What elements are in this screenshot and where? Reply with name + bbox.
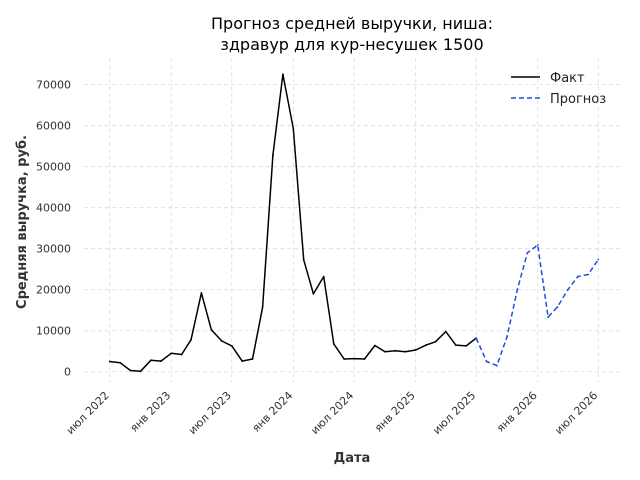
data-point-forecast [516,288,519,291]
data-point-fact [332,342,335,345]
data-point-fact [261,306,264,309]
legend-label-forecast: Прогноз [550,92,606,107]
data-point-fact [129,369,132,372]
data-point-forecast [485,360,488,363]
data-point-fact [149,359,152,362]
data-point-fact [394,349,397,352]
data-point-fact [272,154,274,157]
data-point-fact [170,352,173,355]
series-group [108,73,600,373]
x-tick-label: июл 2022 [64,389,112,437]
chart-title-line2: здравур для кур-несушек 1500 [220,35,483,54]
data-point-fact [404,350,407,353]
y-axis-ticks: 0 10000 20000 30000 40000 50000 60000 70000 [36,79,71,379]
x-tick-label: июл 2024 [308,389,356,437]
data-point-fact [230,345,233,347]
y-tick-label: 30000 [36,243,71,256]
y-tick-label: 70000 [36,79,71,92]
x-tick-label: янв 2024 [250,389,296,435]
x-axis-label: Дата [334,451,371,466]
data-point-fact [119,361,122,364]
data-point-fact [363,358,366,360]
data-point-fact [374,344,376,347]
data-point-forecast [536,244,539,246]
data-point-fact [434,340,437,343]
x-tick-label: июл 2023 [186,389,234,437]
series-line-forecast [475,244,599,367]
data-point-forecast [475,337,478,340]
y-tick-label: 0 [64,366,71,379]
data-point-fact [180,353,183,356]
x-axis-ticks: июл 2022 янв 2023 июл 2023 янв 2024 июл 2024… [64,389,601,437]
data-point-fact [160,360,162,362]
data-point-fact [210,329,213,331]
data-point-forecast [576,275,579,278]
data-point-fact [343,358,346,360]
legend-label-fact: Факт [550,71,585,86]
data-point-fact [292,127,295,130]
y-tick-label: 40000 [36,202,71,215]
x-tick-label: янв 2025 [372,389,418,435]
y-tick-label: 50000 [36,161,71,174]
y-tick-label: 60000 [36,120,71,133]
data-point-fact [108,360,111,363]
data-point-forecast [587,273,590,276]
data-point-fact [322,275,325,278]
data-point-forecast [566,288,569,291]
data-point-forecast [506,335,508,338]
y-tick-label: 20000 [36,284,71,297]
data-point-forecast [496,364,498,367]
data-point-fact [200,292,203,294]
data-point-fact [384,350,386,353]
data-point-fact [220,340,223,342]
data-point-forecast [556,306,559,308]
data-point-fact [465,345,468,347]
legend: Факт Прогноз [511,71,606,107]
x-tick-label: янв 2023 [128,389,174,435]
x-tick-label: июл 2025 [430,389,478,437]
data-point-fact [454,344,457,346]
data-point-fact [282,73,284,76]
y-tick-label: 10000 [36,325,71,338]
grid [84,58,622,382]
data-point-forecast [597,258,600,261]
data-point-fact [414,349,417,351]
data-point-fact [353,357,356,360]
x-tick-label: янв 2026 [494,389,540,435]
data-point-fact [139,370,142,373]
data-point-forecast [526,251,529,254]
data-point-fact [312,292,315,295]
data-point-fact [251,358,254,360]
data-point-fact [190,338,192,341]
data-point-forecast [547,316,550,319]
data-point-fact [302,258,305,261]
y-axis-label: Средняя выручка, руб. [15,135,30,309]
x-tick-label: июл 2026 [552,389,600,437]
data-point-fact [241,360,244,362]
data-point-fact [425,344,427,346]
chart-title-line1: Прогноз средней выручки, ниша: [211,14,493,33]
data-point-fact [444,330,447,333]
